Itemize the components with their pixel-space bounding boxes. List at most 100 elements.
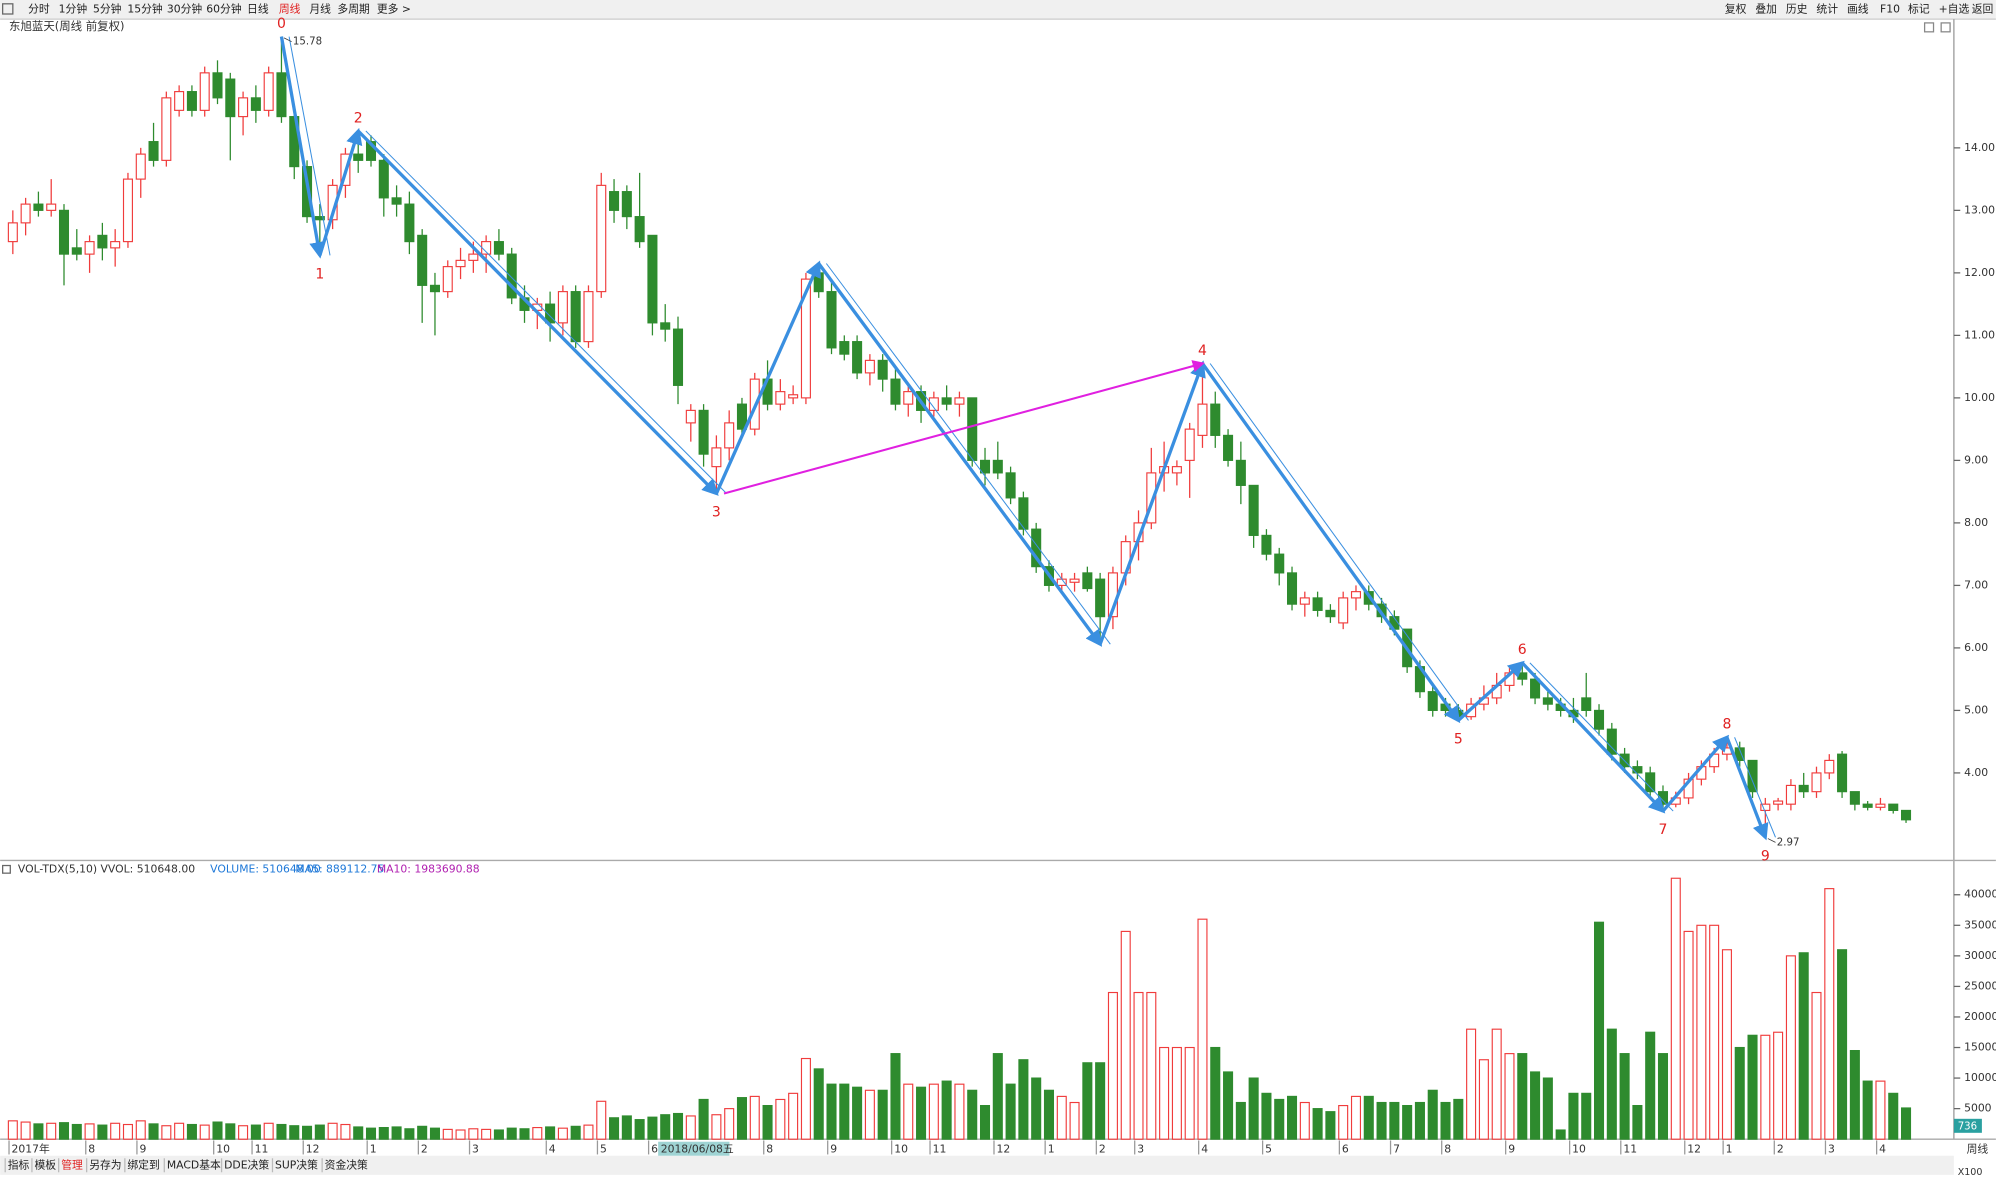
period-tab[interactable]: 多周期 [337, 2, 369, 16]
footer-tab[interactable]: 另存为 [89, 1157, 121, 1171]
tool-button[interactable]: 历史 [1786, 3, 1808, 16]
wave-arrow [1201, 362, 1461, 724]
period-tab[interactable]: 分时 [28, 3, 50, 16]
candle-body [7, 222, 18, 243]
wave-arrow [1725, 736, 1769, 841]
candle-body [1542, 697, 1553, 705]
candle-body [1197, 403, 1208, 436]
volume-bar [1005, 1083, 1016, 1140]
period-tab[interactable]: 5分钟 [93, 2, 122, 16]
period-tab[interactable]: 周线 [279, 2, 301, 16]
footer-tab[interactable]: MACD基本 [167, 1157, 221, 1171]
volume-bar [1146, 991, 1157, 1140]
tool-button[interactable]: 叠加 [1755, 3, 1777, 16]
x-tick-label: 5 [1265, 1142, 1272, 1155]
y-tick-label: 11.00 [1964, 328, 1995, 341]
candle-body [1862, 803, 1873, 808]
tool-button[interactable]: +自选 [1939, 3, 1970, 16]
period-tab[interactable]: 日线 [247, 2, 269, 16]
volume-bar [1683, 930, 1694, 1140]
period-tab[interactable]: 月线 [309, 2, 331, 16]
volume-bar [481, 1128, 492, 1140]
volume-bar [71, 1123, 82, 1140]
candle-body [1069, 578, 1080, 583]
volume-bar [1645, 1031, 1656, 1140]
candle-body [1811, 772, 1822, 793]
x-tick-label: 11 [933, 1142, 947, 1155]
candle-body [429, 284, 440, 293]
volume-bar [711, 1114, 722, 1140]
y-tick-label: 10.00 [1964, 391, 1995, 404]
period-tab[interactable]: 更多 > [377, 2, 411, 16]
footer-tab[interactable]: 管理 [61, 1157, 83, 1171]
window-icon[interactable] [1940, 22, 1951, 33]
candle-body [775, 391, 786, 405]
volume-bar [634, 1119, 645, 1140]
volume-bar [1376, 1101, 1387, 1140]
tool-button[interactable]: 复权 [1725, 2, 1747, 16]
vol-tick-label: 40000 [1964, 888, 1996, 901]
footer-tab[interactable]: SUP决策 [275, 1157, 318, 1171]
candle-body [1517, 672, 1528, 680]
x-tick-label: 12 [306, 1142, 320, 1155]
footer-tab[interactable]: 绑定到 [127, 1157, 159, 1171]
y-tick-label: 7.00 [1964, 578, 1988, 591]
volume-bar [1453, 1098, 1464, 1140]
x-tick-label: 8 [766, 1142, 773, 1155]
y-tick-label: 8.00 [1964, 516, 1988, 529]
volume-bar [839, 1083, 850, 1140]
footer-tab[interactable]: 模板 [34, 1157, 56, 1171]
volume-bar [992, 1053, 1003, 1140]
volume-bar [46, 1122, 57, 1140]
candle-body [1747, 759, 1758, 793]
y-tick-label: 14.00 [1964, 141, 1995, 154]
volume-bar [1197, 918, 1208, 1140]
volume-bar [250, 1124, 261, 1140]
volume-bar [928, 1083, 939, 1140]
candle-body [634, 216, 645, 243]
volume-bar [1031, 1077, 1042, 1140]
volume-bar [967, 1089, 978, 1140]
menu-icon[interactable] [2, 3, 14, 15]
volume-bar [1709, 924, 1720, 1140]
tool-button[interactable]: 画线 [1847, 2, 1869, 16]
volume-bar [468, 1128, 479, 1140]
volume-bar [1491, 1028, 1502, 1140]
tool-button[interactable]: 返回 [1972, 3, 1994, 16]
candle-body [1734, 747, 1745, 761]
candle-body [903, 391, 914, 405]
volume-bar [788, 1092, 799, 1140]
candle-body [276, 72, 287, 118]
tool-button[interactable]: 统计 [1816, 3, 1838, 16]
window-icon[interactable] [1923, 22, 1935, 33]
wave-arrow [318, 127, 363, 256]
wave-label: 3 [712, 505, 721, 521]
volume-bar [1171, 1046, 1182, 1140]
wave-guide [825, 263, 1111, 645]
period-tab[interactable]: 15分钟 [127, 2, 163, 16]
x-tick-label: 8 [1444, 1142, 1451, 1155]
volume-bar [903, 1083, 914, 1140]
candle-body [570, 291, 581, 343]
footer-tab[interactable]: 资金决策 [325, 1157, 368, 1171]
volume-bar [1901, 1107, 1912, 1140]
volume-bar [1517, 1053, 1528, 1140]
footer-tab[interactable]: 指标 [8, 1157, 30, 1171]
volume-bar [1440, 1101, 1451, 1140]
candle-body [161, 97, 172, 161]
footer-tab[interactable]: DDE决策 [224, 1157, 269, 1171]
period-tab[interactable]: 60分钟 [206, 2, 242, 16]
period-tab[interactable]: 30分钟 [167, 2, 203, 16]
period-tab[interactable]: 1分钟 [59, 2, 88, 16]
volume-bar [20, 1121, 31, 1140]
value-pointer [283, 37, 292, 43]
tool-button[interactable]: 标记 [1908, 2, 1930, 16]
wave-arrow [1521, 661, 1666, 814]
wave-guide [1529, 662, 1674, 812]
volume-bar [1504, 1053, 1515, 1140]
indicator-icon[interactable] [2, 864, 11, 874]
tool-button[interactable]: F10 [1880, 3, 1900, 16]
y-tick-label: 9.00 [1964, 453, 1988, 466]
volume-bar [1542, 1077, 1553, 1140]
